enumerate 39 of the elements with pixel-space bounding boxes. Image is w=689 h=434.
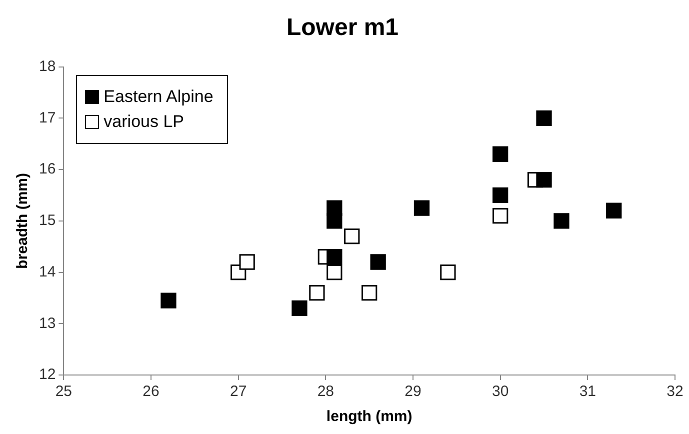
y-tick-label: 13 <box>38 314 56 332</box>
chart-title: Lower m1 <box>286 14 399 42</box>
point <box>292 300 308 316</box>
x-tick-label: 30 <box>492 383 509 400</box>
point <box>326 249 342 265</box>
point <box>606 202 622 218</box>
point <box>440 264 456 280</box>
x-tick-label: 26 <box>142 383 160 400</box>
y-tick-label: 16 <box>38 160 56 178</box>
x-tick-label: 28 <box>317 383 334 400</box>
y-tick-label: 12 <box>38 366 56 384</box>
point <box>536 172 552 188</box>
point <box>370 254 386 270</box>
y-axis-title: breadth (mm) <box>14 172 32 269</box>
point <box>326 264 342 280</box>
point <box>492 146 508 162</box>
point <box>414 200 430 216</box>
point <box>554 213 570 229</box>
y-tick-label: 18 <box>38 58 56 75</box>
x-tick-label: 25 <box>55 383 72 400</box>
point <box>309 284 325 301</box>
x-axis-title: length (mm) <box>326 408 412 426</box>
legend-label: various LP <box>104 112 184 132</box>
x-tick-label: 32 <box>666 383 684 400</box>
point <box>239 254 255 270</box>
point <box>536 110 552 126</box>
point <box>344 228 360 244</box>
point <box>326 200 342 216</box>
y-tick-label: 14 <box>38 263 56 280</box>
x-tick-label: 29 <box>404 383 422 400</box>
point <box>492 187 508 204</box>
point <box>160 292 176 308</box>
legend-label: Eastern Alpine <box>104 86 214 107</box>
y-tick-label: 17 <box>38 109 56 126</box>
point <box>362 284 378 301</box>
x-tick-label: 31 <box>579 383 596 400</box>
x-tick-label: 27 <box>230 383 247 400</box>
y-tick-label: 15 <box>38 212 56 230</box>
point <box>492 208 508 224</box>
